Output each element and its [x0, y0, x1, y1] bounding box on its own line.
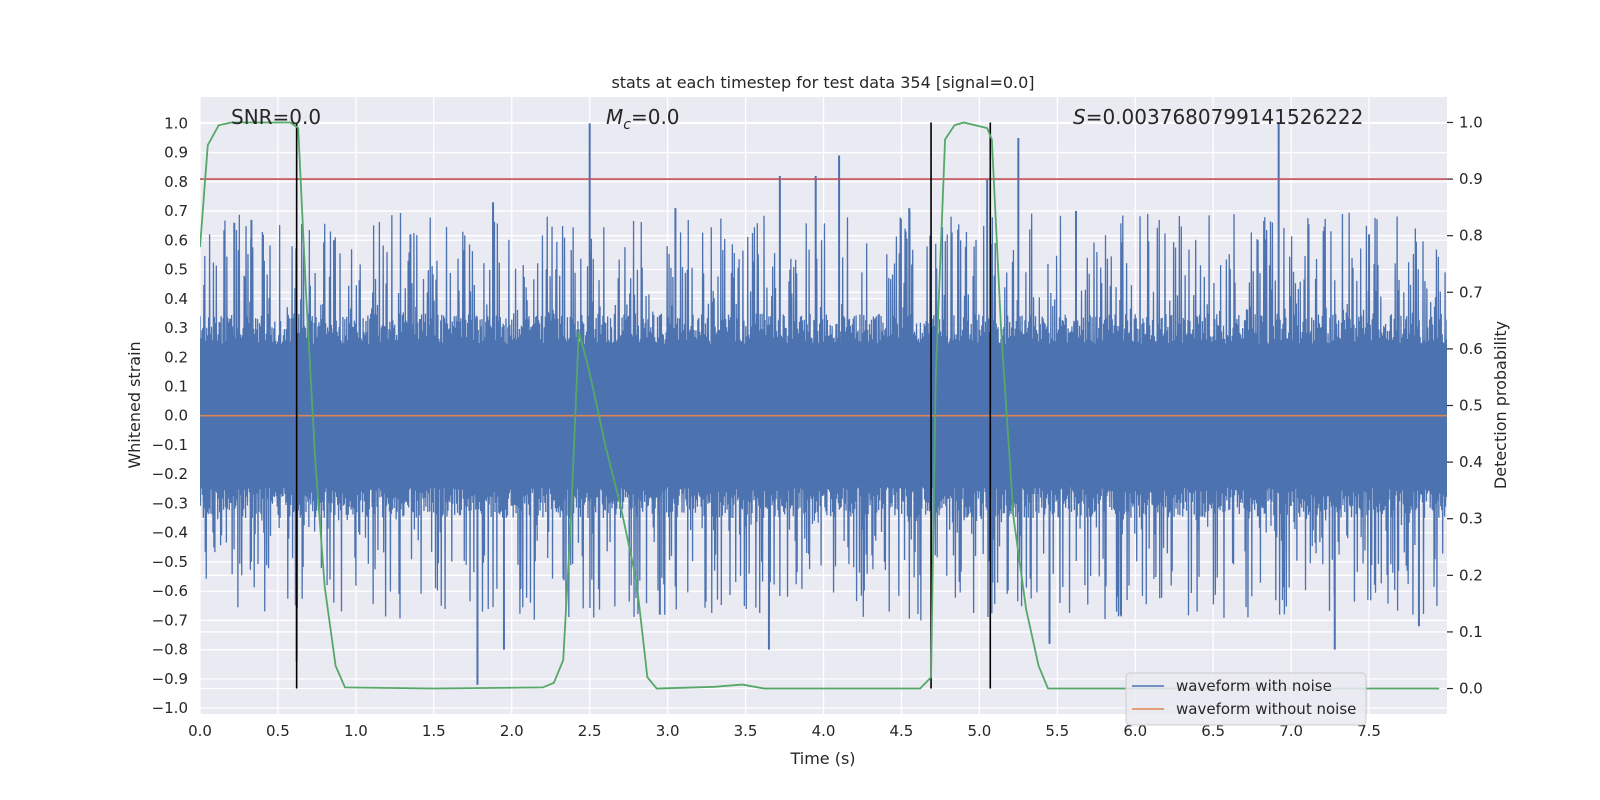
y-tick-label: 0.3 — [164, 319, 188, 337]
y2-tick-label: 0.4 — [1459, 453, 1483, 471]
y2-tick-label: 0.5 — [1459, 397, 1483, 415]
y-tick-label: 0.1 — [164, 377, 188, 395]
x-tick-label: 6.0 — [1123, 722, 1147, 740]
legend: waveform with noise waveform without noi… — [1125, 672, 1367, 726]
y-tick-label: −0.8 — [152, 641, 188, 659]
x-tick-label: 0.0 — [188, 722, 212, 740]
mc-value: =0.0 — [631, 105, 680, 129]
y-axis-label: Whitened strain — [125, 341, 144, 468]
y-tick-label: −1.0 — [152, 699, 188, 717]
x-tick-label: 5.0 — [967, 722, 991, 740]
x-tick-label: 2.0 — [500, 722, 524, 740]
x-axis-label: Time (s) — [789, 749, 855, 768]
legend-label-noise: waveform with noise — [1176, 677, 1332, 695]
y-tick-label: 0.7 — [164, 202, 188, 220]
x-tick-label: 7.5 — [1357, 722, 1381, 740]
x-tick-label: 0.5 — [266, 722, 290, 740]
x-tick-label: 1.5 — [422, 722, 446, 740]
x-tick-label: 6.5 — [1201, 722, 1225, 740]
y2-tick-label: 0.9 — [1459, 170, 1483, 188]
x-tick-label: 7.0 — [1279, 722, 1303, 740]
y-tick-label: −0.3 — [152, 494, 188, 512]
y2-tick-label: 0.3 — [1459, 510, 1483, 528]
noise-series — [200, 123, 1447, 685]
y-tick-label: 0.8 — [164, 173, 188, 191]
s-value: =0.0037680799141526222 — [1086, 105, 1364, 129]
y-tick-label: 1.0 — [164, 114, 188, 132]
y-tick-label: 0.6 — [164, 231, 188, 249]
mc-symbol: M — [606, 105, 623, 129]
y-tick-label: −0.1 — [152, 436, 188, 454]
x-tick-label: 2.5 — [578, 722, 602, 740]
mc-subscript: c — [623, 117, 631, 133]
x-tick-label: 3.0 — [656, 722, 680, 740]
y2-tick-label: 1.0 — [1459, 113, 1483, 131]
mc-annotation: Mc=0.0 — [606, 105, 680, 133]
snr-annotation: SNR=0.0 — [231, 105, 321, 129]
y2-tick-label: 0.1 — [1459, 623, 1483, 641]
x-tick-label: 4.0 — [812, 722, 836, 740]
chart-title: stats at each timestep for test data 354… — [611, 73, 1034, 92]
y2-ticks: 1.0 0.9 0.8 0.7 0.6 0.5 0.4 0.3 0.2 0.1 0.0 — [1447, 113, 1483, 698]
x-tick-label: 1.0 — [344, 722, 368, 740]
y-tick-label: −0.2 — [152, 465, 188, 483]
x-ticks: 0.0 0.5 1.0 1.5 2.0 2.5 3.0 3.5 4.0 4.5 5.0 5.5 6.0 6… — [188, 722, 1381, 740]
legend-label-clean: waveform without noise — [1176, 700, 1356, 718]
y-tick-label: −0.7 — [152, 611, 188, 629]
y-tick-label: 0.2 — [164, 348, 188, 366]
y-tick-label: −0.9 — [152, 670, 188, 688]
y-tick-label: −0.4 — [152, 524, 188, 542]
legend-box — [1125, 672, 1367, 726]
y2-tick-label: 0.7 — [1459, 283, 1483, 301]
s-symbol: S — [1073, 105, 1086, 129]
y-tick-label: −0.6 — [152, 582, 188, 600]
y-tick-label: 0.0 — [164, 407, 188, 425]
y2-tick-label: 0.0 — [1459, 680, 1483, 698]
y-ticks: 1.0 0.9 0.8 0.7 0.6 0.5 0.4 0.3 0.2 0.1 0.0 −0.1 −0.… — [152, 114, 188, 717]
y2-tick-label: 0.2 — [1459, 566, 1483, 584]
y-tick-label: 0.9 — [164, 144, 188, 162]
s-annotation: S=0.0037680799141526222 — [1073, 105, 1363, 129]
detection-probability-line — [200, 121, 1440, 690]
y-tick-label: 0.4 — [164, 290, 188, 308]
y2-axis-label: Detection probability — [1491, 321, 1510, 489]
x-tick-label: 4.5 — [890, 722, 914, 740]
overlays — [200, 121, 1447, 690]
x-tick-label: 5.5 — [1045, 722, 1069, 740]
noise-waveform-line — [200, 211, 1447, 621]
y2-tick-label: 0.8 — [1459, 227, 1483, 245]
x-tick-label: 3.5 — [734, 722, 758, 740]
y-tick-label: 0.5 — [164, 261, 188, 279]
y-tick-label: −0.5 — [152, 553, 188, 571]
y2-tick-label: 0.6 — [1459, 340, 1483, 358]
